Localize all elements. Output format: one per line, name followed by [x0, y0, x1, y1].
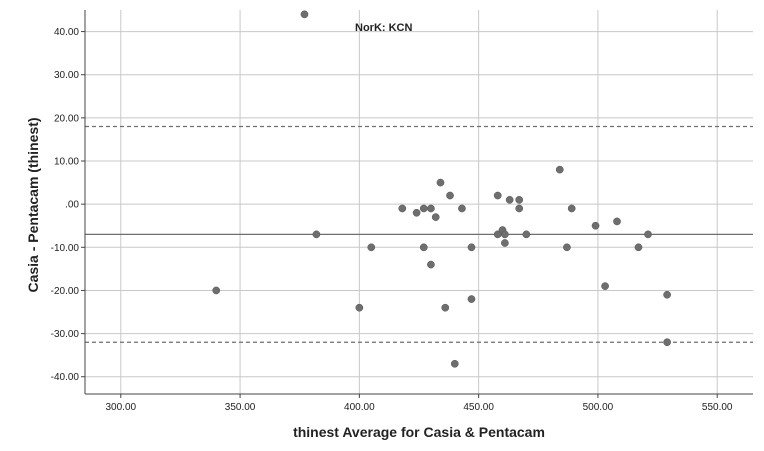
data-point — [458, 204, 466, 213]
data-point — [419, 204, 428, 213]
data-point — [501, 239, 509, 247]
data-point — [501, 230, 509, 239]
x-axis-title: thinest Average for Casia & Pentacam — [293, 424, 545, 440]
y-tick-label: 30.00 — [54, 70, 79, 81]
x-tick-label: 350.00 — [225, 402, 256, 413]
data-point — [427, 204, 435, 213]
data-point — [555, 165, 564, 174]
data-point — [515, 195, 524, 204]
data-point — [355, 303, 364, 312]
x-tick-label: 550.00 — [702, 402, 733, 413]
x-tick-label: 400.00 — [344, 402, 375, 413]
data-point — [367, 243, 376, 252]
data-point — [441, 303, 450, 312]
data-point — [467, 243, 476, 252]
y-tick-label: 10.00 — [54, 157, 79, 168]
y-tick-label: 40.00 — [54, 27, 79, 38]
data-point — [446, 191, 454, 200]
data-point — [644, 230, 652, 239]
plot-area — [85, 10, 753, 394]
data-point — [436, 178, 445, 187]
y-axis-title: Casia - Pentacam (thinest) — [25, 117, 41, 292]
data-point — [515, 204, 524, 213]
data-point — [505, 195, 514, 204]
reference-lines-layer — [85, 125, 753, 343]
grid-layer — [85, 10, 753, 394]
data-point — [493, 191, 502, 200]
data-point — [450, 359, 459, 368]
y-tick-label: -30.00 — [51, 329, 80, 340]
y-tick-label: -10.00 — [51, 243, 80, 254]
data-point — [412, 208, 421, 217]
data-point — [613, 217, 621, 226]
x-tick-label: 300.00 — [105, 402, 136, 413]
x-tick-label: 500.00 — [583, 402, 614, 413]
data-point — [601, 282, 609, 290]
data-point — [522, 230, 531, 239]
data-point — [591, 221, 600, 230]
y-tick-label: 20.00 — [54, 113, 79, 124]
data-point — [663, 290, 671, 299]
x-tick-label: 450.00 — [463, 402, 494, 413]
data-points-layer — [212, 10, 671, 368]
data-point — [567, 204, 576, 213]
chart-annotation: NorK: KCN — [355, 22, 412, 34]
tick-labels-layer: 300.00 350.00 400.00 450.00 500.00 550.00 40.0… — [51, 27, 733, 413]
data-point — [634, 243, 643, 252]
data-point — [300, 10, 309, 19]
data-point — [398, 204, 407, 213]
y-tick-label: -20.00 — [51, 286, 80, 297]
axis-layer — [81, 10, 753, 398]
data-point — [663, 338, 671, 347]
data-point — [212, 286, 221, 295]
data-point — [312, 230, 321, 239]
y-tick-label: -40.00 — [51, 372, 80, 383]
data-point — [563, 243, 571, 252]
y-tick-label: .00 — [65, 200, 79, 211]
data-point — [431, 213, 440, 221]
data-point — [419, 243, 428, 252]
data-point — [467, 295, 476, 303]
data-point — [427, 260, 435, 269]
